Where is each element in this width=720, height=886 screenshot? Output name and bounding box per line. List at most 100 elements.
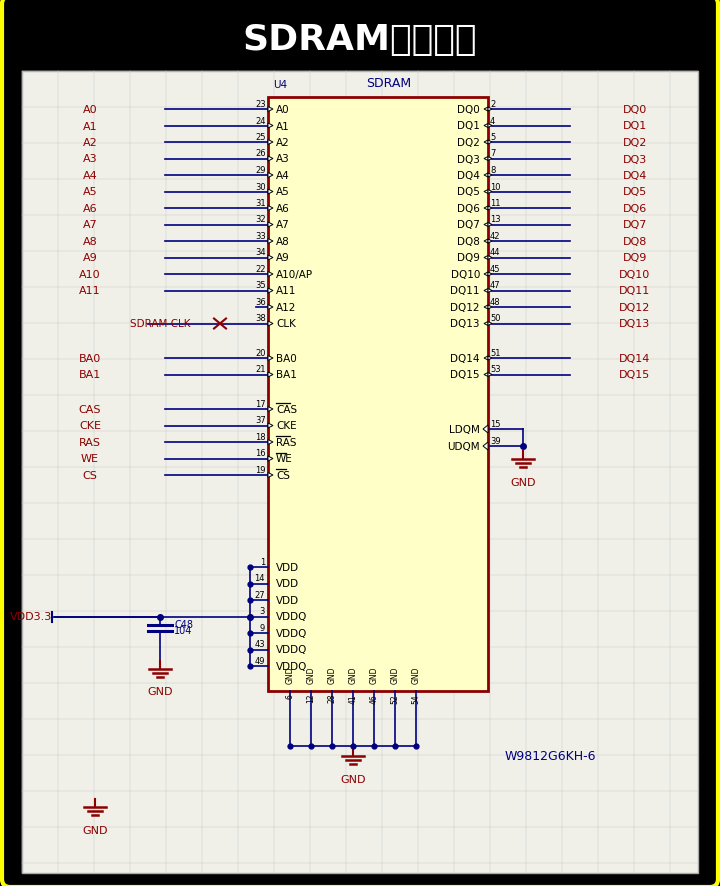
Text: 32: 32 bbox=[256, 215, 266, 224]
Text: 48: 48 bbox=[490, 298, 500, 307]
Polygon shape bbox=[484, 141, 488, 144]
Text: VDDQ: VDDQ bbox=[276, 612, 307, 622]
Text: GND: GND bbox=[510, 478, 536, 487]
Polygon shape bbox=[488, 240, 492, 244]
Text: CKE: CKE bbox=[79, 421, 101, 431]
Text: 6: 6 bbox=[286, 693, 294, 698]
Polygon shape bbox=[268, 190, 273, 195]
Text: DQ12: DQ12 bbox=[619, 303, 651, 313]
Text: 34: 34 bbox=[256, 248, 266, 257]
Text: UDQM: UDQM bbox=[447, 441, 480, 452]
Text: DQ13: DQ13 bbox=[619, 319, 651, 329]
Text: BA0: BA0 bbox=[276, 354, 297, 363]
Text: WE: WE bbox=[276, 454, 293, 464]
Text: 24: 24 bbox=[256, 116, 266, 125]
Polygon shape bbox=[488, 289, 492, 293]
Text: GND: GND bbox=[307, 665, 315, 683]
Text: 10: 10 bbox=[490, 183, 500, 191]
Polygon shape bbox=[484, 108, 488, 112]
Text: A8: A8 bbox=[83, 237, 97, 246]
Polygon shape bbox=[488, 306, 492, 309]
Text: DQ15: DQ15 bbox=[451, 370, 480, 380]
Text: 39: 39 bbox=[490, 437, 500, 446]
Text: A4: A4 bbox=[83, 171, 97, 181]
Text: DQ3: DQ3 bbox=[623, 154, 647, 164]
Text: A11: A11 bbox=[276, 286, 297, 296]
Text: DQ6: DQ6 bbox=[623, 204, 647, 214]
Text: 50: 50 bbox=[490, 315, 500, 323]
Text: SDRAM CLK: SDRAM CLK bbox=[130, 319, 190, 329]
Text: DQ1: DQ1 bbox=[457, 121, 480, 131]
Text: VDD3.3: VDD3.3 bbox=[10, 612, 52, 622]
Polygon shape bbox=[484, 273, 488, 276]
Polygon shape bbox=[484, 373, 488, 377]
Polygon shape bbox=[268, 407, 273, 412]
Text: GND: GND bbox=[341, 774, 366, 784]
Text: DQ7: DQ7 bbox=[457, 221, 480, 230]
Text: A4: A4 bbox=[276, 171, 289, 181]
Text: DQ11: DQ11 bbox=[451, 286, 480, 296]
Text: A3: A3 bbox=[83, 154, 97, 164]
Text: DQ4: DQ4 bbox=[623, 171, 647, 181]
Text: DQ10: DQ10 bbox=[619, 269, 651, 280]
Text: 17: 17 bbox=[256, 400, 266, 408]
Text: GND: GND bbox=[390, 665, 400, 683]
Text: A11: A11 bbox=[79, 286, 101, 296]
Text: CS: CS bbox=[276, 470, 290, 480]
Text: GND: GND bbox=[148, 687, 173, 696]
Text: DQ9: DQ9 bbox=[457, 253, 480, 263]
Polygon shape bbox=[484, 323, 488, 326]
Text: 23: 23 bbox=[256, 100, 266, 109]
Polygon shape bbox=[484, 306, 488, 309]
Polygon shape bbox=[268, 473, 273, 478]
Text: 14: 14 bbox=[254, 574, 265, 583]
Text: DQ3: DQ3 bbox=[457, 154, 480, 164]
Polygon shape bbox=[484, 190, 488, 194]
Text: RAS: RAS bbox=[79, 438, 101, 447]
Text: 3: 3 bbox=[260, 607, 265, 616]
Polygon shape bbox=[488, 108, 492, 112]
Text: DQ8: DQ8 bbox=[457, 237, 480, 246]
Text: W9812G6KH-6: W9812G6KH-6 bbox=[505, 750, 596, 763]
Text: A0: A0 bbox=[83, 105, 97, 115]
Text: 4: 4 bbox=[490, 116, 495, 125]
Text: A6: A6 bbox=[83, 204, 97, 214]
Polygon shape bbox=[268, 456, 273, 462]
Text: U4: U4 bbox=[273, 80, 287, 89]
Text: DQ2: DQ2 bbox=[623, 138, 647, 148]
Text: A5: A5 bbox=[83, 187, 97, 198]
Polygon shape bbox=[268, 222, 273, 228]
Polygon shape bbox=[268, 256, 273, 260]
Text: A3: A3 bbox=[276, 154, 289, 164]
Text: A2: A2 bbox=[276, 138, 289, 148]
Text: CAS: CAS bbox=[78, 405, 102, 415]
Text: 1: 1 bbox=[260, 557, 265, 566]
Text: DQ10: DQ10 bbox=[451, 269, 480, 280]
Polygon shape bbox=[483, 425, 488, 433]
Polygon shape bbox=[268, 373, 273, 377]
Polygon shape bbox=[484, 240, 488, 244]
Text: 15: 15 bbox=[490, 420, 500, 429]
Polygon shape bbox=[484, 356, 488, 361]
Text: DQ4: DQ4 bbox=[457, 171, 480, 181]
Polygon shape bbox=[488, 190, 492, 194]
Text: A12: A12 bbox=[276, 303, 297, 313]
Text: GND: GND bbox=[286, 665, 294, 683]
Text: DQ14: DQ14 bbox=[619, 354, 651, 363]
Text: VDDQ: VDDQ bbox=[276, 661, 307, 672]
Text: C48: C48 bbox=[174, 620, 193, 630]
Text: LDQM: LDQM bbox=[449, 424, 480, 434]
Text: 52: 52 bbox=[390, 693, 400, 703]
Polygon shape bbox=[484, 223, 488, 227]
Text: 42: 42 bbox=[490, 232, 500, 241]
Polygon shape bbox=[484, 124, 488, 128]
Text: DQ6: DQ6 bbox=[457, 204, 480, 214]
Text: DQ2: DQ2 bbox=[457, 138, 480, 148]
Polygon shape bbox=[488, 356, 492, 361]
Text: A7: A7 bbox=[276, 221, 289, 230]
Polygon shape bbox=[488, 373, 492, 377]
Text: DQ9: DQ9 bbox=[623, 253, 647, 263]
Text: A9: A9 bbox=[276, 253, 289, 263]
Text: A0: A0 bbox=[276, 105, 289, 115]
Text: A10: A10 bbox=[79, 269, 101, 280]
